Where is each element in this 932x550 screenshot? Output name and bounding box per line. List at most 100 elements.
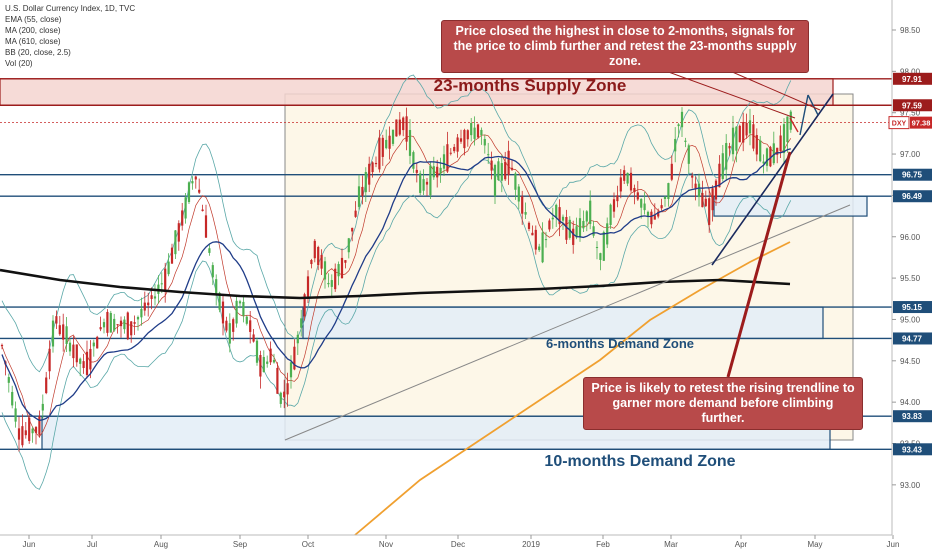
candle-body	[215, 279, 218, 294]
candle-body	[113, 318, 116, 331]
candle-body	[276, 367, 279, 394]
candle-body	[245, 316, 248, 324]
candle-body	[572, 228, 575, 245]
candle-body	[592, 226, 595, 236]
candle-body	[385, 139, 388, 149]
candle-body	[578, 218, 582, 237]
candle-body	[660, 205, 663, 209]
symbol-line[interactable]: U.S. Dollar Currency Index, 1D, TVC	[5, 4, 136, 13]
indicator-ma610[interactable]: MA (610, close)	[5, 37, 61, 46]
level-tag-label: 96.75	[902, 171, 923, 180]
candle-body	[412, 152, 415, 169]
candle-body	[266, 361, 269, 364]
candle-body	[58, 325, 61, 335]
candle-body	[480, 129, 483, 136]
candle-body	[531, 232, 534, 236]
bb-mid	[1, 134, 792, 438]
candle-body	[459, 138, 463, 142]
pullback-arrow	[789, 117, 799, 133]
candle-body	[7, 377, 10, 383]
candle-body	[551, 217, 554, 220]
candle-body	[361, 186, 364, 196]
candle-body	[136, 316, 140, 320]
candle-body	[252, 334, 255, 342]
candle-body	[14, 408, 17, 422]
candle-body	[194, 176, 197, 180]
level-tag	[893, 190, 932, 203]
candle-body	[623, 170, 626, 181]
x-tick-label: Feb	[596, 540, 610, 549]
candle-body	[228, 323, 231, 344]
candle-body	[405, 116, 408, 142]
supply-zone-label: 23-months Supply Zone	[434, 76, 627, 95]
indicator-bb[interactable]: BB (20, close, 2.5)	[5, 48, 71, 57]
time-axis[interactable]: Jun Jul Aug Sep Oct Nov Dec 2019 Feb Mar Apr May Jun	[0, 534, 900, 549]
candle-body	[677, 124, 680, 127]
zone-labels: 23-months Supply Zone 6-months Demand Zo…	[434, 76, 736, 470]
candle-body	[521, 196, 524, 214]
candle-body	[354, 210, 357, 217]
candle-body	[422, 179, 425, 191]
level-tag	[893, 301, 932, 314]
level-tag-label: 97.91	[902, 75, 923, 84]
candle-body	[364, 171, 367, 193]
candle-body	[565, 217, 568, 240]
candle-body	[674, 138, 677, 152]
candle-body	[640, 198, 643, 208]
level-tag	[893, 410, 932, 423]
candle-body	[293, 346, 296, 370]
candle-body	[582, 220, 585, 229]
level-tag-label: 95.15	[902, 303, 923, 312]
candle-body	[160, 283, 163, 285]
candle-body	[626, 172, 629, 184]
candle-body	[704, 198, 707, 207]
candle-body	[510, 167, 514, 170]
candle-body	[391, 129, 395, 144]
candle-body	[755, 135, 758, 155]
candle-body	[691, 175, 694, 178]
candle-body	[653, 215, 656, 220]
candle-body	[419, 173, 422, 193]
candle-body	[235, 300, 238, 324]
candle-body	[62, 324, 65, 340]
candle-body	[429, 165, 432, 196]
candle-body	[636, 192, 639, 200]
candle-body	[748, 120, 752, 134]
candle-body	[259, 354, 262, 377]
candle-body	[663, 196, 667, 199]
candle-body	[612, 199, 616, 212]
candle-body	[211, 265, 214, 278]
candle-body	[68, 342, 72, 352]
y-tick-label: 97.50	[900, 109, 921, 118]
candle-body	[725, 143, 728, 170]
candle-body	[575, 226, 578, 238]
price-tag	[910, 116, 932, 129]
candle-body	[0, 344, 4, 347]
candle-body	[208, 248, 211, 253]
candle-body	[595, 246, 599, 248]
indicator-ma200[interactable]: MA (200, close)	[5, 26, 61, 35]
candle-body	[701, 193, 704, 208]
x-tick-label: Jun	[23, 540, 36, 549]
candle-body	[55, 316, 58, 324]
candle-body	[470, 123, 473, 136]
candle-body	[765, 148, 769, 166]
candle-body	[561, 216, 565, 221]
candle-body	[201, 209, 204, 212]
candle-body	[24, 430, 27, 436]
candle-body	[221, 301, 225, 324]
candle-body	[439, 167, 442, 174]
indicator-ema[interactable]: EMA (55, close)	[5, 15, 62, 24]
price-axis[interactable]: 98.5098.0097.5097.0096.5096.0095.5095.00…	[888, 0, 932, 550]
y-tick-label: 95.50	[900, 274, 921, 283]
indicator-vol[interactable]: Vol (20)	[5, 59, 33, 68]
candle-body	[381, 137, 384, 157]
x-tick-label: Jun	[887, 540, 900, 549]
candle-body	[21, 426, 24, 446]
candle-body	[466, 130, 469, 140]
candle-body	[317, 247, 320, 266]
price-tag-label: 97.38	[912, 119, 931, 128]
candle-body	[45, 377, 48, 394]
candle-body	[504, 161, 507, 180]
